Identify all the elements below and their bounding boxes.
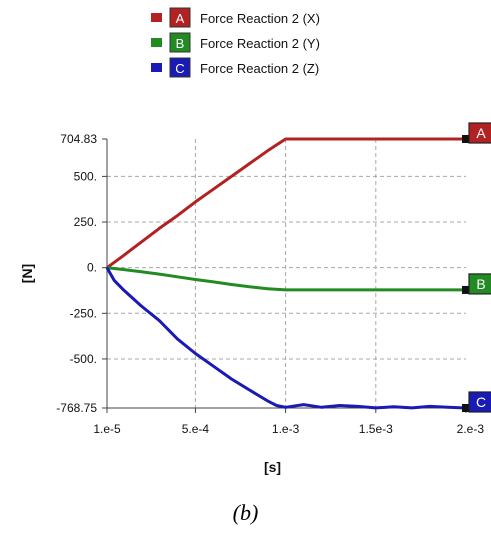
data-point: [338, 404, 341, 407]
data-point: [429, 138, 431, 140]
data-point: [230, 378, 233, 380]
data-point: [122, 255, 125, 257]
data-point: [176, 338, 179, 340]
x-tick-label: 1.e-3: [272, 422, 300, 436]
x-tick-label: 1.e-5: [93, 422, 121, 436]
y-tick-label: -250.: [70, 306, 97, 320]
data-point: [356, 405, 359, 408]
legend-marker-letter: A: [176, 11, 185, 26]
data-point: [158, 319, 161, 322]
data-point: [320, 406, 323, 409]
data-point: [275, 404, 278, 407]
data-point: [106, 266, 108, 269]
data-point: [429, 289, 431, 291]
data-point: [122, 268, 125, 271]
data-point: [447, 406, 449, 409]
data-point: [212, 365, 215, 368]
x-tick-label: 5.e-4: [182, 422, 210, 436]
data-point: [248, 389, 251, 391]
data-point: [374, 407, 377, 409]
legend-swatch: [151, 63, 162, 72]
data-point: [356, 289, 359, 291]
legend-marker-box: [169, 32, 191, 53]
y-tick-label: 0.: [87, 261, 97, 275]
data-point: [176, 214, 179, 217]
data-point: [266, 287, 269, 290]
data-point: [230, 175, 233, 178]
data-point: [429, 405, 431, 408]
series-tag-box: [468, 391, 491, 413]
data-point: [393, 138, 395, 140]
legend-label: Force Reaction 2 (X): [200, 11, 320, 26]
figure-caption: (b): [232, 500, 259, 525]
chart: 704.83 500. 250. 0. -250. -500. -768.75 1.e-5 5.…: [19, 7, 491, 475]
series-line: [106, 137, 466, 269]
data-point: [194, 352, 197, 355]
x-tick-label: 1.5e-3: [359, 422, 393, 436]
series-tag-letter: C: [476, 394, 486, 410]
legend-label: Force Reaction 2 (Z): [200, 61, 319, 76]
data-point: [266, 400, 269, 402]
data-point: [158, 273, 161, 275]
y-tick-label: -768.75: [56, 401, 97, 415]
series-tag-letter: B: [476, 276, 485, 292]
data-point: [194, 201, 197, 203]
data-point: [140, 241, 143, 243]
data-point: [113, 279, 116, 282]
data-point: [284, 406, 287, 409]
series-end-marker: [462, 285, 470, 294]
y-axis-title: [N]: [19, 264, 35, 283]
data-point: [284, 289, 287, 291]
x-axis-title: [s]: [264, 459, 281, 475]
data-point: [302, 403, 305, 406]
data-point: [284, 138, 287, 140]
data-point: [266, 150, 269, 152]
data-point: [140, 270, 143, 273]
data-point: [248, 286, 251, 288]
legend-marker-box: [169, 57, 191, 78]
y-tick-label: 500.: [74, 169, 97, 183]
data-point: [393, 405, 395, 408]
series-end-marker: [462, 404, 470, 412]
series-tag-letter: A: [476, 125, 486, 141]
series-line: [106, 266, 466, 292]
data-point: [122, 288, 125, 291]
data-point: [411, 407, 413, 409]
data-point: [248, 162, 251, 165]
data-point: [230, 283, 233, 286]
series-tag-box: [468, 122, 491, 144]
data-point: [194, 278, 197, 281]
data-point: [158, 227, 161, 230]
data-point: [176, 275, 179, 278]
legend-marker-letter: C: [175, 61, 184, 76]
legend-swatch: [151, 38, 162, 47]
legend-marker-box: [169, 7, 191, 28]
y-tick-label: 250.: [74, 215, 97, 229]
data-point: [212, 281, 215, 283]
data-point: [320, 289, 323, 291]
y-tick-label: 704.83: [60, 132, 97, 146]
data-point: [320, 138, 323, 140]
y-tick-label: -500.: [70, 352, 97, 366]
series-tag-box: [468, 273, 491, 295]
series-end-marker: [462, 135, 470, 143]
legend-swatch: [151, 13, 162, 22]
data-point: [393, 289, 395, 291]
x-tick-label: 2.e-3: [457, 422, 485, 436]
data-point: [356, 138, 359, 140]
legend-label: Force Reaction 2 (Y): [200, 36, 320, 51]
data-point: [212, 188, 215, 190]
legend-marker-letter: B: [176, 36, 185, 51]
data-point: [140, 305, 143, 307]
